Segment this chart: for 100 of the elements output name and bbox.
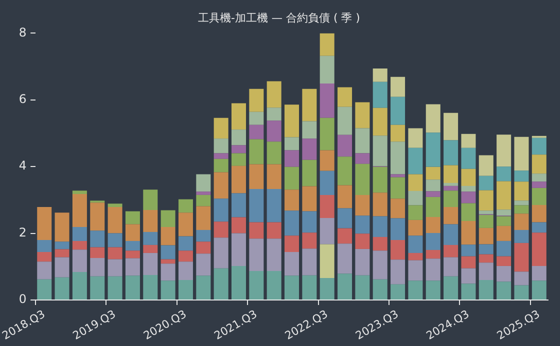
- bar: [196, 276, 211, 300]
- bar: [514, 285, 529, 300]
- bar: [461, 244, 476, 256]
- bar: [143, 244, 158, 253]
- chart-title: 工具機-加工機 — 合約負債 ( 季 ): [198, 11, 360, 24]
- bar: [284, 252, 300, 276]
- bar: [390, 198, 406, 218]
- bar: [302, 186, 317, 212]
- bar: [390, 76, 406, 97]
- bar: [444, 206, 458, 224]
- bar: [37, 252, 52, 262]
- bar: [302, 232, 317, 249]
- bar: [320, 244, 334, 278]
- bar: [444, 244, 458, 258]
- bar: [302, 138, 317, 160]
- bar: [320, 84, 334, 118]
- bar: [338, 87, 352, 107]
- bar: [514, 182, 529, 201]
- bar: [372, 136, 388, 166]
- bar: [478, 262, 494, 280]
- bar: [355, 216, 370, 234]
- bar: [532, 182, 546, 188]
- bar: [125, 276, 140, 300]
- bar: [338, 156, 352, 186]
- bar: [338, 228, 352, 244]
- bar: [461, 192, 476, 204]
- bar: [461, 203, 476, 221]
- bar: [408, 205, 423, 220]
- bar: [355, 164, 370, 195]
- bar: [284, 137, 300, 150]
- bar: [37, 206, 52, 240]
- bar: [249, 222, 264, 239]
- bar: [266, 164, 282, 189]
- bar: [125, 224, 140, 241]
- bar: [496, 266, 512, 282]
- bar: [125, 211, 140, 224]
- bar: [320, 278, 334, 300]
- bar: [338, 274, 352, 300]
- bar: [372, 68, 388, 82]
- bar: [232, 145, 246, 154]
- bar: [496, 210, 512, 216]
- bar: [266, 108, 282, 121]
- bar: [196, 174, 211, 192]
- bar: [338, 244, 352, 274]
- bar: [160, 264, 176, 281]
- bar: [214, 222, 228, 238]
- bar: [532, 232, 546, 266]
- bar: [532, 222, 546, 233]
- bar: [72, 190, 87, 194]
- bar: [196, 194, 211, 206]
- bar: [461, 148, 476, 169]
- bar: [160, 226, 176, 246]
- bar: [478, 176, 494, 190]
- bar: [408, 280, 423, 300]
- bar: [426, 280, 440, 300]
- bar: [355, 275, 370, 300]
- bar: [90, 258, 105, 276]
- bar: [514, 242, 529, 272]
- bar: [496, 256, 512, 266]
- bar: [284, 190, 300, 211]
- bar: [390, 240, 406, 260]
- bar: [108, 233, 122, 248]
- bar: [514, 170, 529, 182]
- bar: [355, 248, 370, 276]
- bar: [196, 192, 211, 195]
- bar: [320, 194, 334, 218]
- bar: [532, 154, 546, 174]
- bar: [232, 103, 246, 130]
- bar: [320, 33, 334, 56]
- bar: [426, 166, 440, 180]
- bar: [160, 280, 176, 300]
- bar: [338, 106, 352, 135]
- bar: [72, 250, 87, 272]
- bar: [532, 138, 546, 155]
- bar: [54, 249, 70, 258]
- bar: [72, 194, 87, 227]
- bar: [478, 244, 494, 254]
- bar: [408, 252, 423, 260]
- bar: [214, 118, 228, 139]
- bar: [284, 276, 300, 300]
- bar: [249, 164, 264, 189]
- bar: [125, 258, 140, 276]
- bar: [390, 284, 406, 300]
- bar: [108, 204, 122, 207]
- bar: [125, 250, 140, 258]
- bar: [232, 166, 246, 194]
- bar: [355, 128, 370, 154]
- bar: [232, 130, 246, 146]
- bar: [320, 170, 334, 195]
- bar: [372, 82, 388, 108]
- y-tick-label: 4: [18, 158, 27, 173]
- bar: [196, 254, 211, 276]
- bar: [249, 112, 264, 125]
- bar: [532, 174, 546, 182]
- bar: [372, 279, 388, 300]
- bar: [108, 276, 122, 300]
- bar: [72, 226, 87, 241]
- bar: [108, 247, 122, 260]
- bar: [496, 282, 512, 300]
- bar: [426, 132, 440, 167]
